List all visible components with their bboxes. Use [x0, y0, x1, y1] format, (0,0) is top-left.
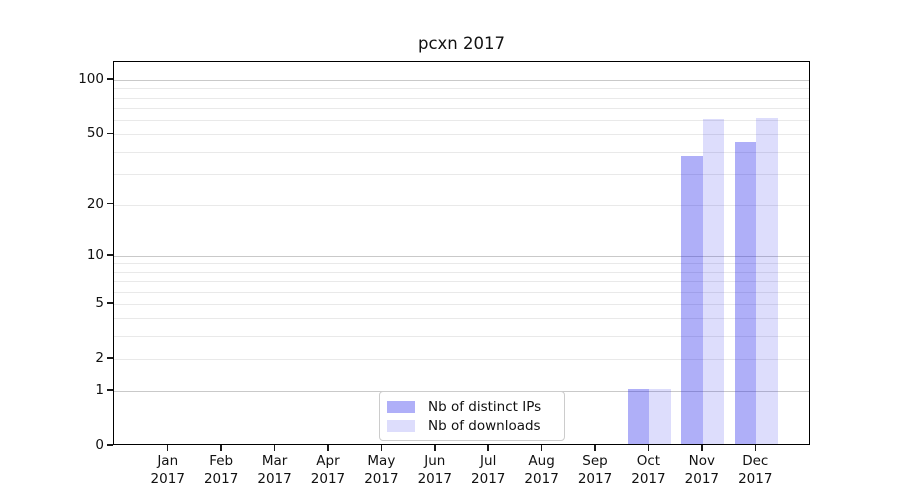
gridline-minor-40 — [114, 151, 809, 153]
legend: Nb of distinct IPs Nb of downloads — [379, 391, 565, 441]
ytick-label-50: 50 — [86, 125, 104, 142]
xtick-year-feb: 2017 — [203, 471, 239, 487]
ytick-label-100: 100 — [78, 71, 104, 88]
xtick-mark-sep — [594, 445, 596, 451]
ytick-mark-1 — [107, 389, 113, 391]
legend-label-distinct-ips: Nb of distinct IPs — [428, 398, 542, 415]
xtick-label-feb: Feb 2017 — [189, 452, 253, 488]
ytick-label-5: 5 — [95, 294, 104, 311]
xtick-month-mar: Mar — [261, 453, 288, 469]
xtick-month-oct: Oct — [636, 453, 661, 469]
xtick-label-jan: Jan 2017 — [136, 452, 200, 488]
bar-nb-of-downloads-dec — [756, 118, 778, 444]
xtick-year-jun: 2017 — [417, 471, 452, 487]
chart-title: pcxn 2017 — [417, 34, 505, 53]
xtick-label-jun: Jun 2017 — [403, 452, 467, 488]
xtick-month-nov: Nov — [688, 453, 716, 469]
xtick-month-apr: Apr — [316, 453, 340, 469]
xtick-label-apr: Apr 2017 — [296, 452, 360, 488]
xtick-label-dec: Dec 2017 — [723, 452, 787, 488]
gridline-minor-80 — [114, 97, 809, 99]
gridline-minor-60 — [114, 120, 809, 122]
xtick-label-jul: Jul 2017 — [456, 452, 520, 488]
gridline-minor-9 — [114, 263, 809, 265]
ytick-mark-20 — [107, 202, 113, 205]
gridline-minor-6 — [114, 291, 809, 293]
legend-swatch-downloads — [387, 419, 415, 432]
xtick-label-mar: Mar 2017 — [243, 452, 307, 488]
xtick-year-oct: 2017 — [631, 471, 666, 487]
ytick-label-0: 0 — [95, 437, 104, 453]
xtick-mark-may — [380, 445, 383, 451]
legend-entry-downloads: Nb of downloads — [387, 416, 556, 435]
gridline-minor-7 — [114, 281, 809, 283]
xtick-label-oct: Oct 2017 — [616, 452, 680, 488]
bar-nb-of-distinct-ips-oct — [628, 389, 650, 444]
ytick-label-1: 1 — [95, 382, 104, 399]
xtick-year-may: 2017 — [364, 471, 399, 487]
gridline-minor-90 — [114, 88, 809, 90]
xtick-year-sep: 2017 — [577, 471, 613, 487]
xtick-month-feb: Feb — [209, 453, 234, 469]
gridline-minor-4 — [114, 318, 809, 320]
gridline-minor-2 — [114, 358, 809, 360]
xtick-month-may: May — [367, 453, 396, 469]
xtick-year-jul: 2017 — [471, 471, 506, 487]
plot-area: Nb of distinct IPs Nb of downloads — [113, 61, 810, 445]
gridline-minor-30 — [114, 173, 809, 175]
xtick-mark-nov — [701, 445, 703, 451]
xtick-label-may: May 2017 — [349, 452, 413, 488]
bar-nb-of-downloads-oct — [649, 389, 671, 444]
xtick-month-jan: Jan — [157, 453, 179, 469]
bar-nb-of-distinct-ips-nov — [681, 155, 703, 444]
ytick-mark-100 — [107, 78, 113, 80]
ytick-label-10: 10 — [86, 246, 104, 263]
xtick-year-nov: 2017 — [684, 471, 720, 487]
xtick-year-mar: 2017 — [257, 471, 292, 487]
ytick-label-20: 20 — [86, 195, 104, 212]
xtick-label-sep: Sep 2017 — [563, 452, 627, 488]
xtick-month-dec: Dec — [742, 453, 769, 469]
ytick-mark-2 — [107, 357, 113, 359]
gridline-minor-5 — [114, 303, 809, 305]
xtick-label-aug: Aug 2017 — [510, 452, 574, 488]
bar-nb-of-downloads-nov — [702, 119, 725, 444]
xtick-mark-apr — [327, 445, 329, 451]
gridline-minor-8 — [114, 271, 809, 273]
xtick-year-dec: 2017 — [738, 471, 773, 487]
ytick-mark-50 — [107, 132, 113, 135]
ytick-label-2: 2 — [95, 349, 104, 366]
ytick-mark-10 — [107, 254, 113, 256]
xtick-year-apr: 2017 — [310, 471, 346, 487]
xtick-month-aug: Aug — [528, 453, 555, 469]
xtick-year-aug: 2017 — [524, 471, 559, 487]
xtick-month-sep: Sep — [582, 453, 608, 469]
ytick-mark-0 — [107, 444, 113, 446]
ytick-mark-5 — [107, 302, 113, 304]
gridline-minor-3 — [114, 336, 809, 338]
xtick-mark-mar — [273, 445, 276, 451]
gridline-minor-50 — [114, 134, 809, 136]
xtick-mark-aug — [540, 445, 543, 451]
gridline-major-100 — [114, 80, 809, 82]
xtick-month-jul: Jul — [480, 453, 497, 469]
xtick-mark-feb — [220, 445, 222, 451]
xtick-mark-jun — [434, 445, 436, 451]
xtick-label-nov: Nov 2017 — [670, 452, 734, 488]
bar-nb-of-distinct-ips-dec — [734, 142, 757, 444]
legend-entry-distinct-ips: Nb of distinct IPs — [387, 397, 556, 416]
gridline-minor-70 — [114, 108, 809, 110]
xtick-year-jan: 2017 — [150, 471, 185, 487]
gridline-minor-20 — [114, 204, 809, 206]
legend-swatch-distinct-ips — [387, 400, 415, 413]
xtick-mark-jan — [166, 445, 169, 451]
xtick-mark-jul — [487, 445, 489, 451]
gridline-major-10 — [114, 255, 809, 257]
xtick-mark-oct — [647, 445, 650, 451]
xtick-mark-dec — [754, 445, 756, 451]
xtick-month-jun: Jun — [424, 453, 446, 469]
legend-label-downloads: Nb of downloads — [428, 417, 541, 434]
